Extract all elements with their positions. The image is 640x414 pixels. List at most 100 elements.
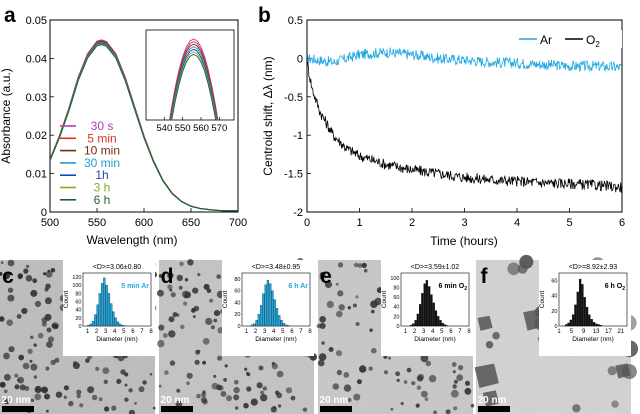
nanoparticle — [343, 372, 350, 378]
condition-subscript: 2 — [464, 286, 467, 292]
nanoparticle — [235, 406, 239, 410]
nanoparticle — [258, 365, 264, 371]
inset-line — [171, 53, 217, 120]
nanoparticle — [34, 385, 42, 394]
nanoparticle — [51, 322, 59, 330]
y-tick-label-a: 0.01 — [26, 169, 47, 181]
y-tick-label-b: -1 — [293, 130, 303, 142]
nanoparticle — [178, 285, 183, 290]
nanoparticle — [453, 379, 458, 384]
nanoparticle — [175, 400, 183, 408]
histogram-bar — [581, 284, 584, 327]
nanoparticle — [158, 274, 163, 278]
nanoparticle — [203, 283, 210, 290]
nanoparticle — [169, 360, 176, 366]
nanoparticle — [76, 393, 81, 399]
histogram-x-tick: 9 — [582, 329, 586, 335]
nanoparticle — [482, 390, 500, 407]
histogram-bar — [98, 293, 101, 327]
nanoparticle — [317, 359, 325, 367]
y-axis-label-a: Absorbance (a.u.) — [0, 68, 13, 163]
y-tick-label-a: 0 — [41, 207, 47, 219]
nanoparticle — [425, 360, 432, 367]
nanoparticle — [44, 297, 52, 305]
nanoparticle — [337, 290, 344, 297]
nanoparticle — [30, 363, 38, 371]
histogram-bar — [89, 323, 92, 327]
nanoparticle — [433, 410, 437, 414]
x-tick-label-b: 5 — [566, 217, 572, 229]
nanoparticle — [359, 365, 367, 373]
nanoparticle — [22, 362, 30, 370]
nanoparticle — [302, 407, 308, 412]
scale-bar — [2, 406, 34, 412]
legend-label-a: 30 min — [84, 156, 120, 170]
panel-letter-e: e — [320, 265, 332, 288]
nanoparticle — [205, 317, 213, 325]
nanoparticle — [416, 375, 424, 382]
nanoparticle — [79, 403, 84, 408]
nanoparticle — [319, 316, 327, 323]
nanoparticle — [456, 374, 464, 381]
nanoparticle — [7, 294, 15, 302]
histogram-y-tick: 100 — [72, 283, 81, 289]
nanoparticle — [477, 315, 493, 331]
inset-tick-label: 550 — [175, 123, 191, 134]
nanoparticle — [234, 379, 239, 385]
histogram-y-tick: 20 — [234, 312, 240, 318]
nanoparticle — [34, 393, 42, 401]
nanoparticle — [7, 287, 14, 293]
histogram-bar — [576, 291, 579, 327]
histogram-bar — [255, 319, 258, 327]
inset-series — [169, 38, 219, 120]
nanoparticle — [452, 384, 457, 389]
nanoparticle — [224, 364, 228, 368]
nanoparticle — [285, 387, 293, 394]
series-line-Ar — [307, 47, 622, 73]
panel-a: a 00.010.020.030.040.05 500 550 600 650 700 … — [0, 4, 247, 247]
nanoparticle — [371, 347, 377, 354]
nanoparticle — [25, 275, 33, 282]
histogram-x-tick: 8 — [467, 329, 471, 335]
histogram-y-tick: 40 — [551, 294, 557, 300]
nanoparticle — [452, 370, 456, 374]
legend-label-a: 10 min — [84, 144, 120, 158]
nanoparticle — [262, 386, 267, 391]
histogram-condition: 6 min O2 — [439, 283, 468, 292]
nanoparticle — [213, 374, 217, 378]
histogram-bar — [114, 317, 117, 327]
nanoparticle — [260, 390, 265, 395]
histogram-x-tick: 5 — [122, 329, 126, 335]
inset-frame — [145, 29, 235, 121]
x-tick-label-a: 600 — [135, 217, 153, 229]
nanoparticle — [363, 268, 368, 273]
nanoparticle — [492, 331, 500, 340]
nanoparticle — [184, 278, 189, 282]
nanoparticle — [63, 385, 69, 391]
histogram-bar — [437, 316, 440, 327]
nanoparticle — [187, 259, 194, 266]
condition-subscript: 2 — [622, 286, 625, 292]
legend-label-a: 5 min — [87, 131, 116, 145]
nanoparticle — [202, 360, 207, 365]
nanoparticle — [415, 403, 420, 408]
nanoparticle — [158, 384, 162, 388]
histogram-x-tick: 4 — [113, 329, 117, 335]
nanoparticle — [353, 393, 361, 401]
nanoparticle — [50, 359, 56, 366]
nanoparticle — [384, 370, 388, 375]
y-tick-label-b: 0 — [297, 53, 303, 65]
histogram-x-tick: 6 — [131, 329, 135, 335]
histogram-bar — [419, 304, 422, 327]
nanoparticle — [233, 386, 240, 394]
nanoparticle — [465, 380, 470, 386]
histogram-bar — [430, 294, 433, 327]
nanoparticle — [395, 371, 400, 377]
nanoparticle — [276, 392, 283, 399]
nanoparticle — [47, 269, 51, 273]
nanoparticle — [451, 362, 457, 367]
scale-bar — [320, 406, 352, 412]
nanoparticle — [420, 354, 429, 363]
nanoparticle — [47, 336, 55, 343]
legend-label-a: 3 h — [94, 181, 111, 195]
